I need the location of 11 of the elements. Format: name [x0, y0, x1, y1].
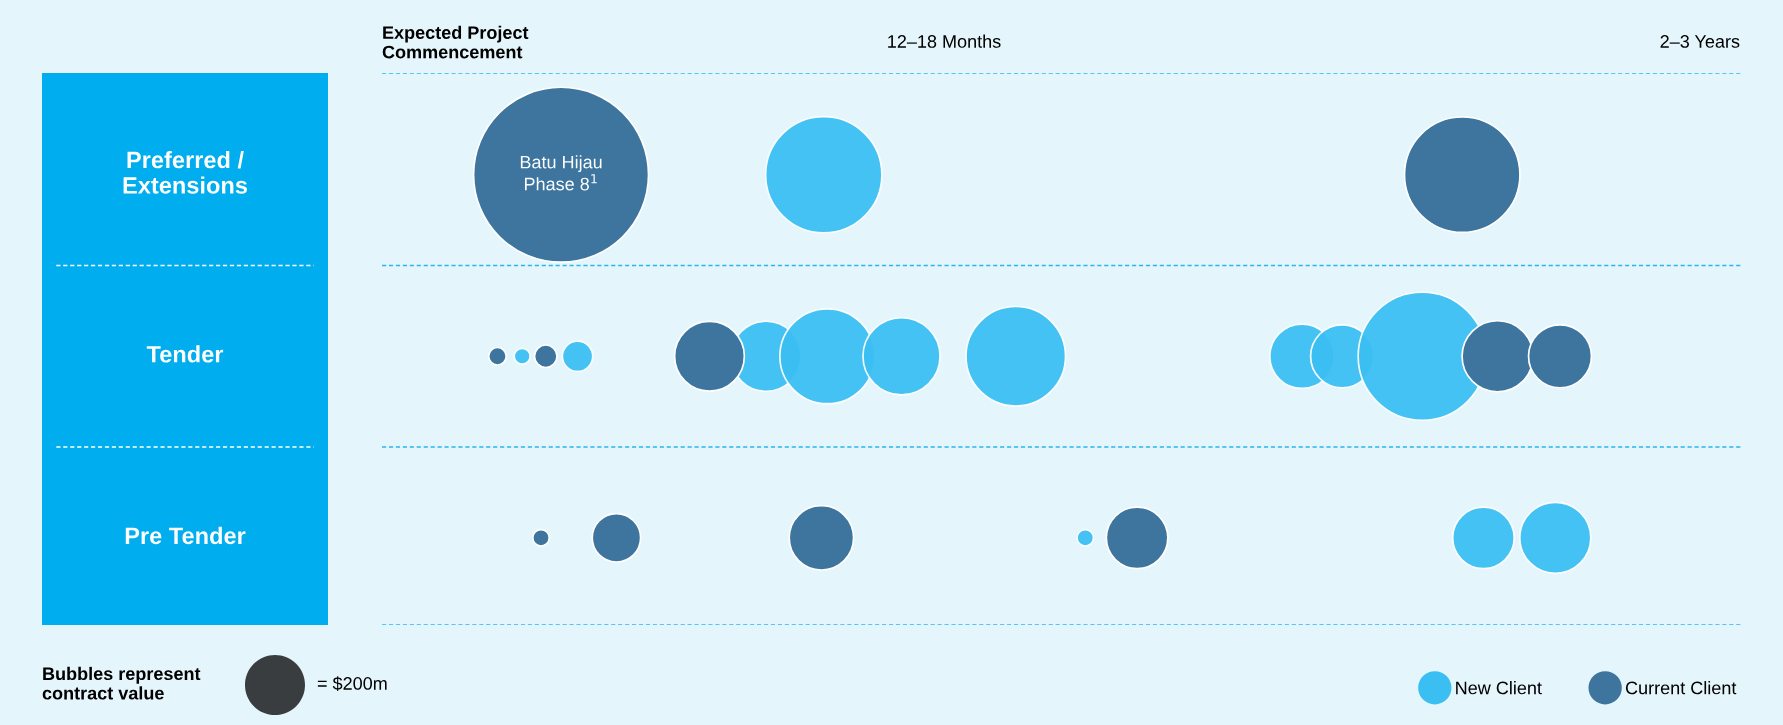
y-tick-label: Pre Tender — [125, 526, 246, 545]
y-tick-label: Tender — [146, 345, 224, 363]
legend-label: New Client — [1456, 681, 1542, 695]
x-axis-title: Expected Project Commencement — [382, 25, 529, 59]
text: 2–3 Years — [1660, 35, 1740, 48]
legend-label: = $200m — [317, 676, 387, 691]
text: Bubbles represent contract value — [42, 666, 201, 700]
legend-label: Current Client — [1625, 681, 1737, 695]
text: 12–18 Months — [888, 34, 1001, 48]
annotation: Batu Hijau Phase 8$^{1}$ — [520, 155, 602, 191]
y-tick-label: Preferred / Extensions — [123, 150, 248, 194]
